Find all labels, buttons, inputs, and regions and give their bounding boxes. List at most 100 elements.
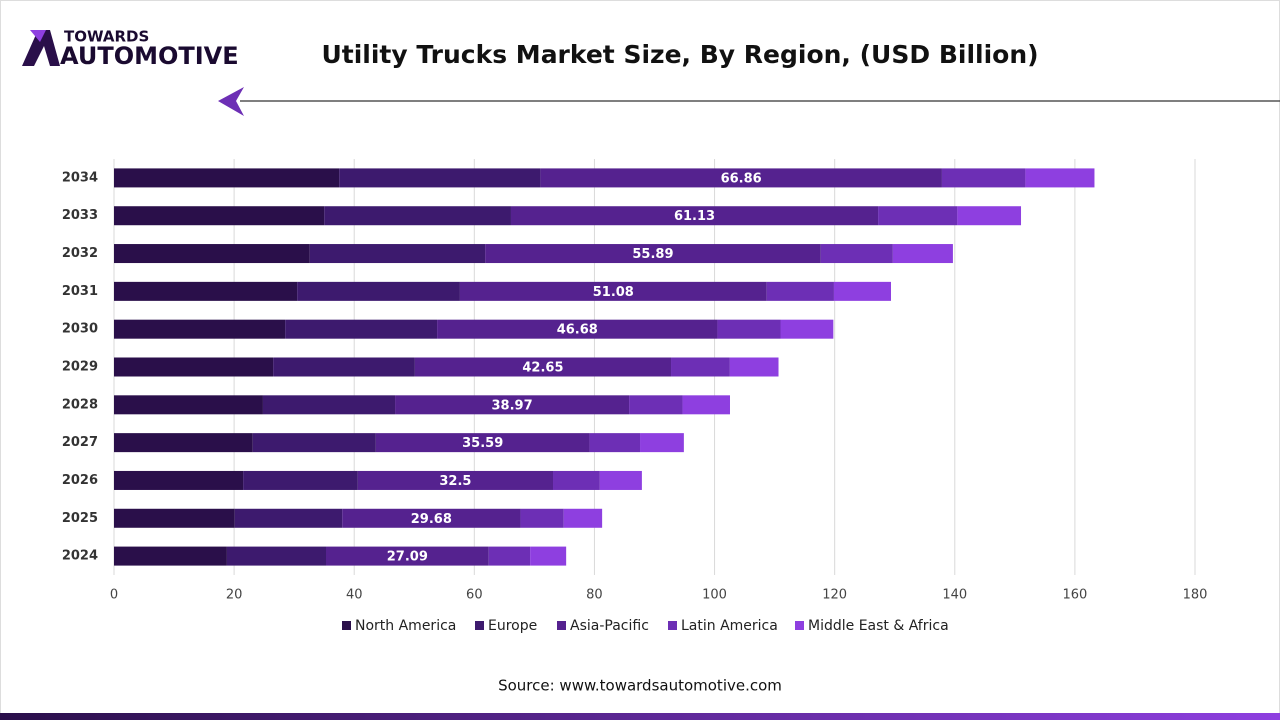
bar-segment [252,433,376,453]
bar-segment [459,281,767,301]
bar-segment [485,244,821,264]
bar-segment [671,357,730,377]
x-tick-label: 100 [702,588,727,603]
logo-line2: AUTOMOTIVE [60,42,239,70]
bar-segment [243,470,358,490]
value-label: 66.86 [721,171,762,186]
bar-segment [309,244,486,264]
x-tick-label: 80 [586,588,603,603]
legend-swatch [557,621,566,630]
value-label: 42.65 [522,361,563,376]
legend-label: Asia-Pacific [570,618,649,634]
bar-segment [878,206,958,226]
legend-label: Latin America [681,618,778,634]
bar-segment [729,357,779,377]
x-tick-label: 60 [466,588,483,603]
bar-segment [510,206,879,226]
bar-segment [375,433,590,453]
bar-segment [234,508,343,528]
bar-segment [540,168,942,188]
bar-segment [520,508,564,528]
bar-segment [717,319,781,339]
value-label: 55.89 [632,247,673,262]
bar-segment [273,357,415,377]
y-tick-label: 2034 [62,170,98,185]
y-tick-label: 2030 [62,322,98,337]
bar-segment [530,546,567,566]
bar-segment [114,433,253,453]
y-tick-label: 2027 [62,435,98,450]
bar-segment [599,470,642,490]
legend-swatch [475,621,484,630]
footer-bar [0,713,1280,720]
value-label: 29.68 [411,512,452,527]
x-tick-label: 180 [1183,588,1208,603]
source: Source: www.towardsautomotive.com [498,677,782,695]
logo-accent [30,30,46,42]
value-label: 32.5 [439,474,471,489]
value-label: 38.97 [492,398,533,413]
bar-segment [114,319,286,339]
legend-swatch [668,621,677,630]
bar-segment [820,244,893,264]
value-label: 46.68 [557,323,598,338]
bar-segment [325,546,489,566]
value-label: 51.08 [593,285,634,300]
x-tick-label: 120 [822,588,847,603]
bar-segment [339,168,541,188]
bar-segment [395,395,630,415]
bar-segment [262,395,396,415]
bar-segment [437,319,718,339]
bar-segment [957,206,1022,226]
legend-swatch [795,621,804,630]
bar-segment [114,168,340,188]
y-tick-label: 2032 [62,246,98,261]
bar-segment [114,508,235,528]
bar-segment [941,168,1026,188]
y-tick-label: 2028 [62,397,98,412]
legend-label: Europe [488,618,537,634]
bar-segment [297,281,460,301]
y-tick-label: 2029 [62,360,98,375]
x-tick-label: 0 [110,588,118,603]
bar-segment [892,244,953,264]
bar-segment [589,433,641,453]
x-tick-label: 20 [226,588,243,603]
bar-segment [488,546,531,566]
logo-mark [22,30,60,66]
legend-label: Middle East & Africa [808,618,949,634]
bar-segment [114,244,310,264]
bar-segment [324,206,511,226]
bar-segment [553,470,600,490]
value-label: 35.59 [462,436,503,451]
bar-segment [114,546,227,566]
bar-segment [226,546,326,566]
bar-segment [766,281,834,301]
bar-segment [1025,168,1095,188]
x-tick-label: 160 [1062,588,1087,603]
bar-segment [563,508,603,528]
y-tick-label: 2024 [62,549,98,564]
bar-segment [780,319,834,339]
legend-label: North America [355,618,456,634]
logo-line1: TOWARDS [64,28,149,46]
x-tick-label: 40 [346,588,363,603]
y-tick-label: 2026 [62,473,98,488]
bar-segment [342,508,521,528]
bar-segment [285,319,438,339]
chart-title: Utility Trucks Market Size, By Region, (… [321,40,1038,69]
bar-segment [682,395,730,415]
bar-segment [833,281,891,301]
value-label: 27.09 [387,550,428,565]
bar-segment [629,395,683,415]
legend-swatch [342,621,351,630]
bar-segment [357,470,554,490]
x-tick-label: 140 [942,588,967,603]
value-label: 61.13 [674,209,715,224]
bar-segment [114,357,274,377]
y-tick-label: 2033 [62,208,98,223]
y-tick-label: 2031 [62,284,98,299]
bar-segment [414,357,672,377]
bar-segment [114,206,325,226]
